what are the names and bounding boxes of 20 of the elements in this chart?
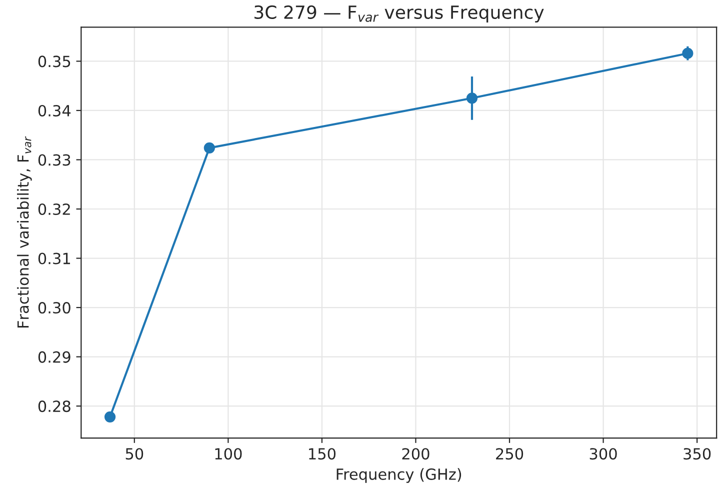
- point: [204, 142, 215, 154]
- x-tick-label: 100: [215, 448, 242, 460]
- y-tick-label: 0.28: [38, 400, 70, 412]
- x-axis-title: Frequency (GHz): [336, 468, 462, 483]
- chart-title: 3C 279 — F$_{var}$ versus Frequency: [254, 5, 544, 23]
- y-tick-label: 0.32: [38, 203, 70, 216]
- x-tick-label: 300: [590, 448, 617, 460]
- x-tick-label: 350: [684, 448, 711, 460]
- y-tick-label: 0.35: [38, 56, 70, 68]
- y-axis-title: Fractional variability, F$_{var}$: [17, 136, 32, 328]
- x-tick-label: 200: [402, 448, 430, 460]
- y-tick-label: 0.34: [38, 104, 71, 116]
- x-tick-label: 250: [496, 448, 524, 460]
- y-tick-label: 0.30: [38, 302, 70, 314]
- y-tick-label: 0.31: [38, 252, 70, 264]
- y-tick-label: 0.33: [38, 154, 70, 166]
- x-tick-label: 150: [309, 448, 336, 460]
- point: [104, 411, 116, 422]
- y-tick-label: 0.29: [38, 351, 70, 363]
- x-tick-label: 50: [126, 448, 144, 460]
